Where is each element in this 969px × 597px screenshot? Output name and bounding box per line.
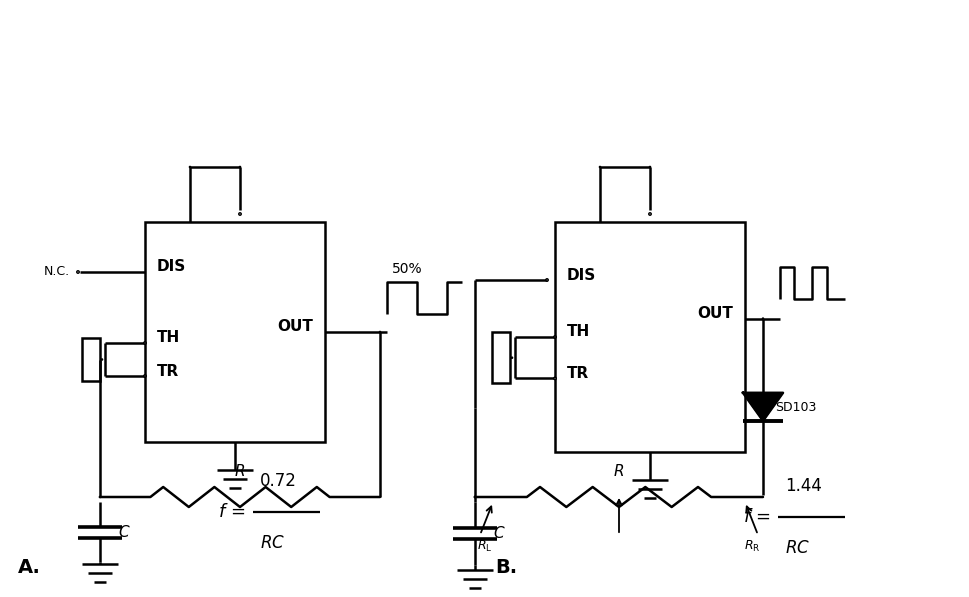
Text: $R_\mathrm{R}$: $R_\mathrm{R}$ — [744, 539, 761, 554]
Circle shape — [189, 167, 191, 168]
Circle shape — [144, 376, 145, 377]
Text: $R$: $R$ — [234, 463, 245, 479]
Text: $RC$: $RC$ — [785, 539, 810, 557]
Polygon shape — [743, 393, 783, 421]
Text: $f$ =: $f$ = — [743, 508, 770, 526]
Bar — [145, 222, 325, 442]
Circle shape — [102, 359, 103, 360]
Text: DIS: DIS — [567, 267, 596, 282]
Circle shape — [554, 336, 555, 338]
Text: TR: TR — [157, 364, 179, 378]
Bar — [555, 222, 745, 452]
Text: N.C.: N.C. — [44, 266, 70, 278]
Circle shape — [475, 496, 476, 498]
Circle shape — [144, 342, 145, 344]
Text: 0.72: 0.72 — [260, 472, 297, 490]
Text: OUT: OUT — [697, 306, 733, 321]
Text: DIS: DIS — [157, 260, 186, 275]
Circle shape — [554, 378, 555, 379]
Text: $f$ =: $f$ = — [218, 503, 245, 521]
Text: $RC$: $RC$ — [260, 534, 285, 552]
Bar — [492, 332, 510, 383]
Bar — [82, 338, 100, 381]
Circle shape — [649, 213, 651, 215]
Circle shape — [649, 167, 650, 168]
Text: $C$: $C$ — [118, 524, 131, 540]
Text: $C$: $C$ — [493, 525, 506, 541]
Text: 1.44: 1.44 — [785, 477, 822, 495]
Text: OUT: OUT — [277, 319, 313, 334]
Text: $R$: $R$ — [613, 463, 625, 479]
Circle shape — [380, 331, 381, 333]
Circle shape — [475, 496, 476, 498]
Text: B.: B. — [495, 558, 517, 577]
Text: SD103: SD103 — [775, 401, 816, 414]
Text: TR: TR — [567, 366, 589, 381]
Circle shape — [100, 496, 101, 498]
Text: TH: TH — [567, 325, 590, 340]
Text: 50%: 50% — [392, 262, 422, 276]
Circle shape — [239, 167, 240, 168]
Circle shape — [239, 213, 240, 215]
Circle shape — [763, 318, 764, 319]
Text: $R_\mathrm{L}$: $R_\mathrm{L}$ — [477, 539, 492, 554]
Text: TH: TH — [157, 331, 180, 346]
Text: A.: A. — [18, 558, 41, 577]
Circle shape — [512, 357, 513, 358]
Circle shape — [600, 167, 601, 168]
